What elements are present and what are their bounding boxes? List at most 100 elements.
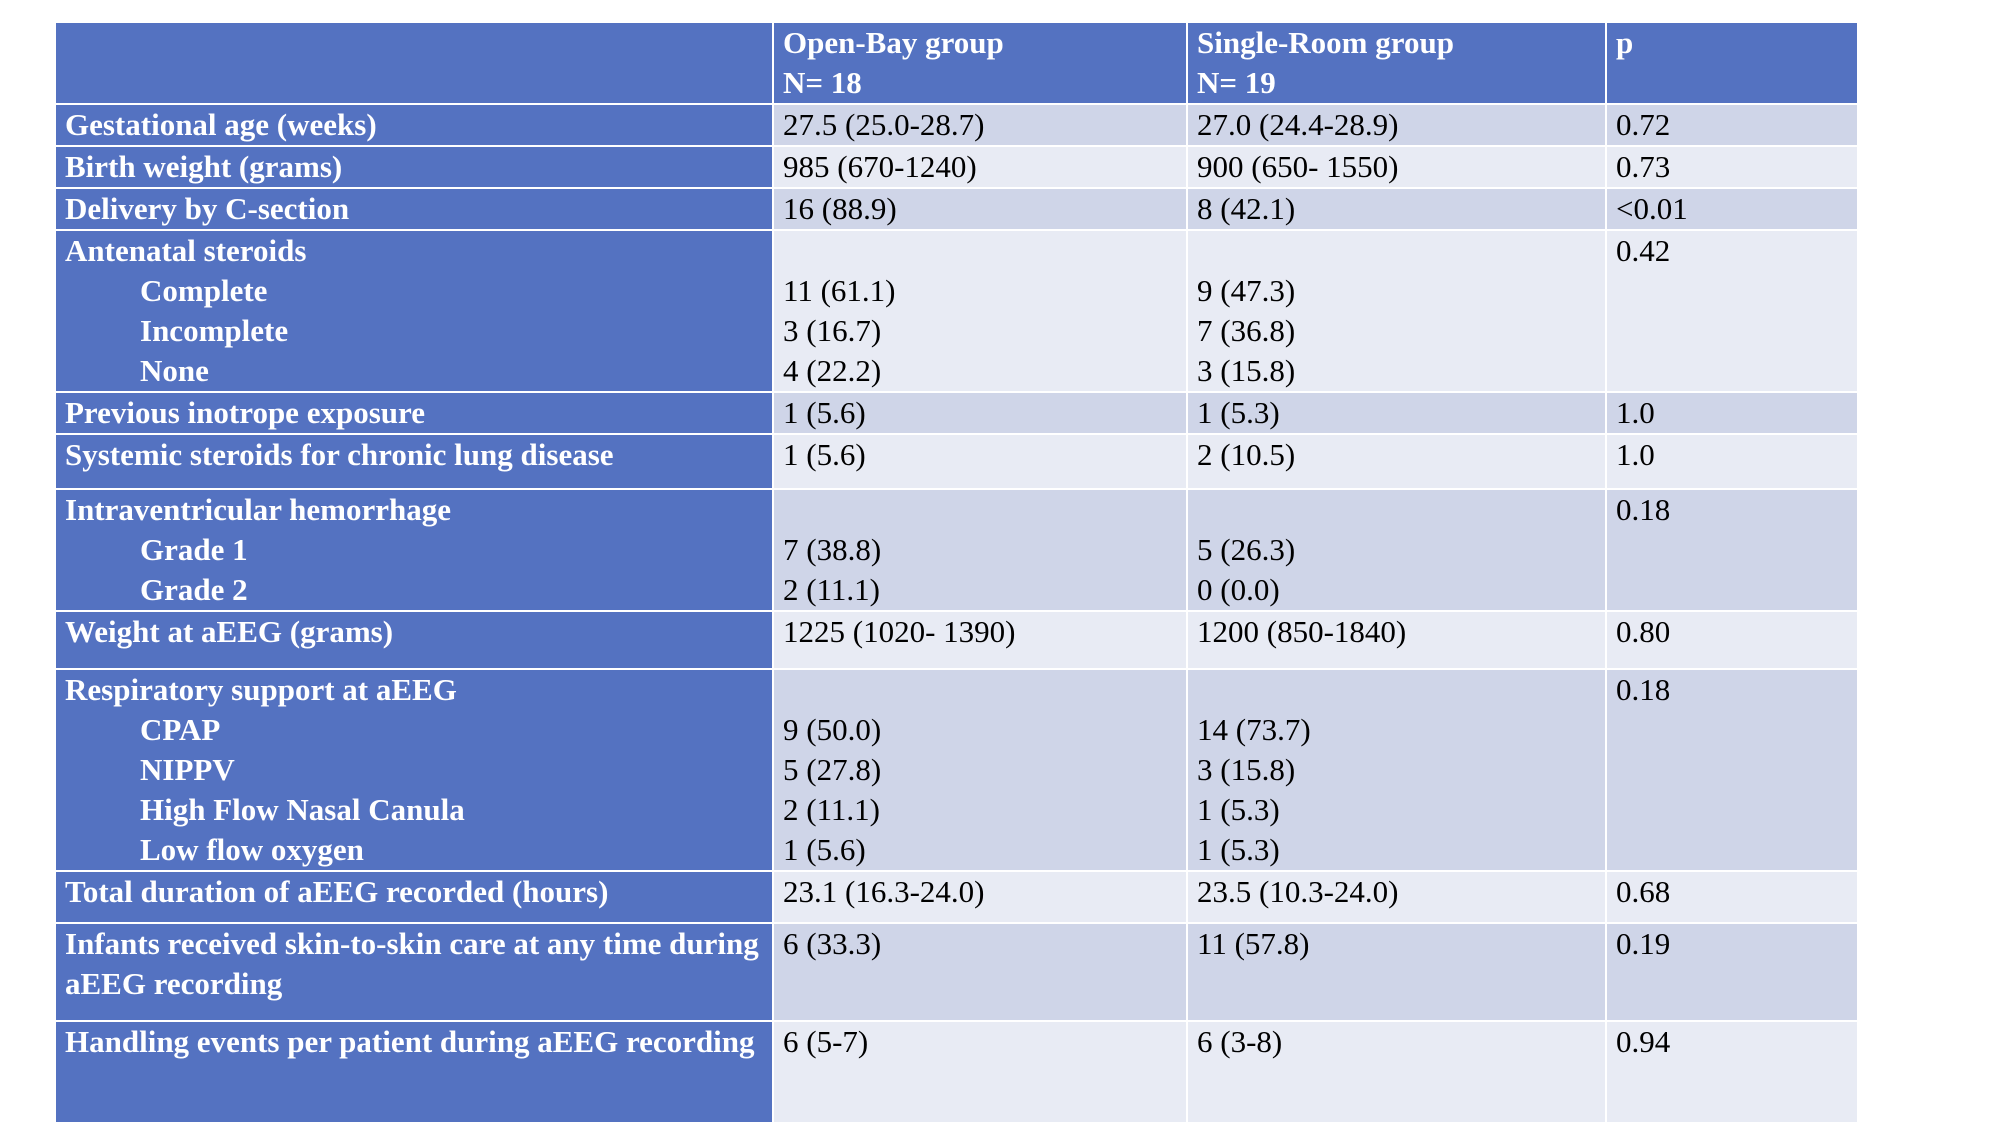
single-room-value: 11 (57.8) [1186,922,1607,1022]
single-room-value: 2 (10.5) [1186,433,1607,490]
row-label: Delivery by C-section [54,187,774,231]
row-label: Total duration of aEEG recorded (hours) [54,870,774,924]
open-bay-value: 9 (50.0) [783,712,882,747]
row-label-group: Intraventricular hemorrhage Grade 1 Grad… [54,488,774,612]
p-value: 0.18 [1605,488,1859,612]
sub-row-label: Low flow oxygen [140,832,364,867]
table-row: Previous inotrope exposure 1 (5.6) 1 (5.… [54,391,1859,435]
p-value: 0.72 [1605,103,1859,147]
open-bay-value: 23.1 (16.3-24.0) [772,870,1188,924]
p-value: 0.19 [1605,922,1859,1022]
table-row: Weight at aEEG (grams) 1225 (1020- 1390)… [54,610,1859,670]
open-bay-value: 1225 (1020- 1390) [772,610,1188,670]
open-bay-value: 11 (61.1) [783,273,896,308]
open-bay-value: 1 (5.6) [772,433,1188,490]
row-label: Gestational age (weeks) [54,103,774,147]
single-room-value: 1 (5.3) [1186,391,1607,435]
single-room-value: 7 (36.8) [1197,313,1296,348]
single-room-value: 0 (0.0) [1197,572,1280,607]
row-label: Birth weight (grams) [54,145,774,189]
open-bay-value: 5 (27.8) [783,752,882,787]
row-label-group: Antenatal steroids Complete Incomplete N… [54,229,774,393]
open-bay-values: 9 (50.0) 5 (27.8) 2 (11.1) 1 (5.6) [772,668,1188,872]
sub-row-label: Complete [140,273,268,308]
table-header-row: Open-Bay group N= 18 Single-Room group N… [54,21,1859,105]
single-room-value: 3 (15.8) [1197,353,1296,388]
header-open-bay-title: Open-Bay group [783,25,1004,60]
table-row: Systemic steroids for chronic lung disea… [54,433,1859,490]
open-bay-value: 1 (5.6) [783,832,866,867]
sub-row-label: Grade 2 [140,572,248,607]
open-bay-value: 2 (11.1) [783,572,880,607]
table-row: Gestational age (weeks) 27.5 (25.0-28.7)… [54,103,1859,147]
table-row: Respiratory support at aEEG CPAP NIPPV H… [54,668,1859,872]
single-room-value: 1 (5.3) [1197,792,1280,827]
open-bay-value: 6 (5-7) [772,1020,1188,1124]
single-room-value: 1200 (850-1840) [1186,610,1607,670]
table-row: Intraventricular hemorrhage Grade 1 Grad… [54,488,1859,612]
open-bay-value: 7 (38.8) [783,532,882,567]
single-room-values: 5 (26.3) 0 (0.0) [1186,488,1607,612]
header-single-room-title: Single-Room group [1197,25,1454,60]
open-bay-value: 985 (670-1240) [772,145,1188,189]
open-bay-value: 16 (88.9) [772,187,1188,231]
row-label-group: Respiratory support at aEEG CPAP NIPPV H… [54,668,774,872]
row-label: Weight at aEEG (grams) [54,610,774,670]
single-room-value: 14 (73.7) [1197,712,1311,747]
open-bay-values: 11 (61.1) 3 (16.7) 4 (22.2) [772,229,1188,393]
single-room-value: 1 (5.3) [1197,832,1280,867]
p-value: 1.0 [1605,391,1859,435]
single-room-values: 9 (47.3) 7 (36.8) 3 (15.8) [1186,229,1607,393]
header-open-bay-n: N= 18 [783,65,862,100]
open-bay-values: 7 (38.8) 2 (11.1) [772,488,1188,612]
single-room-value: 900 (650- 1550) [1186,145,1607,189]
row-label: Intraventricular hemorrhage [65,492,451,527]
header-single-room-n: N= 19 [1197,65,1276,100]
p-value: 1.0 [1605,433,1859,490]
single-room-value: 8 (42.1) [1186,187,1607,231]
table-row: Birth weight (grams) 985 (670-1240) 900 … [54,145,1859,189]
p-value: 0.94 [1605,1020,1859,1124]
row-label: Previous inotrope exposure [54,391,774,435]
header-cell-empty [54,21,774,105]
table-row: Handling events per patient during aEEG … [54,1020,1859,1124]
p-value: 0.18 [1605,668,1859,872]
sub-row-label: Incomplete [140,313,289,348]
open-bay-value: 2 (11.1) [783,792,880,827]
header-open-bay: Open-Bay group N= 18 [772,21,1188,105]
open-bay-value: 27.5 (25.0-28.7) [772,103,1188,147]
sub-row-label: None [140,353,209,388]
table-row: Antenatal steroids Complete Incomplete N… [54,229,1859,393]
sub-row-label: NIPPV [140,752,235,787]
row-label: Infants received skin-to-skin care at an… [54,922,774,1022]
row-label: Antenatal steroids [65,233,307,268]
p-value: 0.42 [1605,229,1859,393]
p-value: 0.68 [1605,870,1859,924]
p-value: 0.73 [1605,145,1859,189]
table-row: Total duration of aEEG recorded (hours) … [54,870,1859,924]
p-value: <0.01 [1605,187,1859,231]
single-room-values: 14 (73.7) 3 (15.8) 1 (5.3) 1 (5.3) [1186,668,1607,872]
table-row: Infants received skin-to-skin care at an… [54,922,1859,1022]
single-room-value: 23.5 (10.3-24.0) [1186,870,1607,924]
open-bay-value: 1 (5.6) [772,391,1188,435]
p-value: 0.80 [1605,610,1859,670]
row-label: Respiratory support at aEEG [65,672,457,707]
single-room-value: 9 (47.3) [1197,273,1296,308]
sub-row-label: Grade 1 [140,532,248,567]
open-bay-value: 6 (33.3) [772,922,1188,1022]
header-p-value: p [1605,21,1859,105]
row-label: Systemic steroids for chronic lung disea… [54,433,774,490]
table-row: Delivery by C-section 16 (88.9) 8 (42.1)… [54,187,1859,231]
sub-row-label: CPAP [140,712,221,747]
open-bay-value: 4 (22.2) [783,353,882,388]
header-single-room: Single-Room group N= 19 [1186,21,1607,105]
row-label: Handling events per patient during aEEG … [54,1020,774,1124]
open-bay-value: 3 (16.7) [783,313,882,348]
single-room-value: 5 (26.3) [1197,532,1296,567]
single-room-value: 27.0 (24.4-28.9) [1186,103,1607,147]
baseline-characteristics-table: Open-Bay group N= 18 Single-Room group N… [54,21,1859,1124]
sub-row-label: High Flow Nasal Canula [140,792,465,827]
single-room-value: 6 (3-8) [1186,1020,1607,1124]
single-room-value: 3 (15.8) [1197,752,1296,787]
